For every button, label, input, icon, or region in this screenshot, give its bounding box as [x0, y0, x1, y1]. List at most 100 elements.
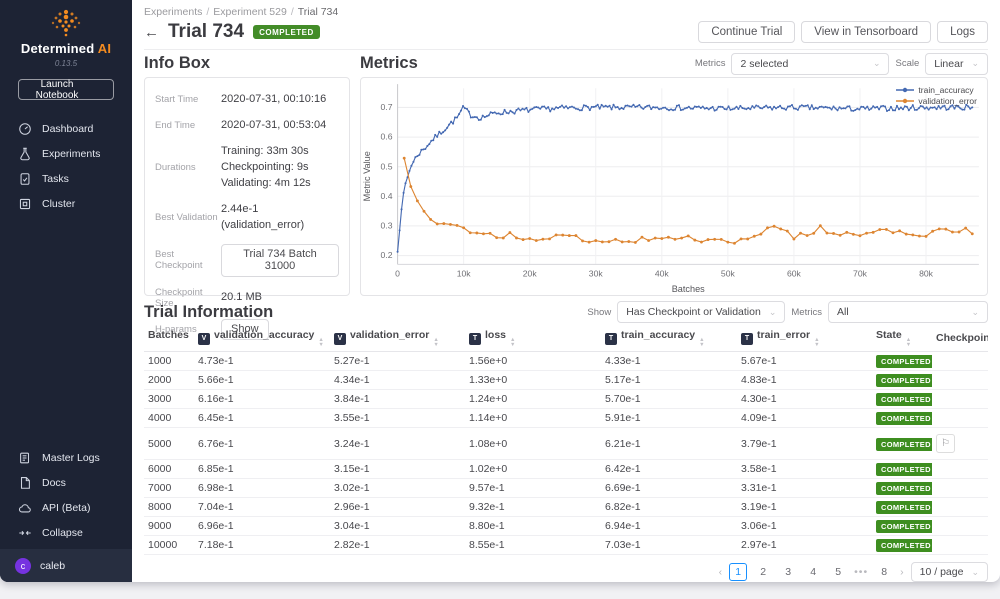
cell-loss: 9.57e-1: [465, 479, 601, 498]
cell-validation_accuracy: 6.45e-1: [194, 409, 330, 428]
table-metrics-select[interactable]: All⌄: [828, 301, 988, 323]
info-label: Durations: [155, 162, 221, 173]
pagination-next[interactable]: ›: [900, 566, 904, 578]
sorter-icon[interactable]: ▲▼: [433, 338, 438, 347]
svg-text:20k: 20k: [523, 269, 538, 279]
determined-logo-icon[interactable]: [0, 8, 132, 38]
sorter-icon[interactable]: ▲▼: [814, 338, 819, 347]
svg-text:0.6: 0.6: [381, 132, 393, 142]
cell-validation_error: 2.96e-1: [330, 498, 465, 517]
pagination-page-2[interactable]: 2: [754, 563, 772, 581]
logs-button[interactable]: Logs: [937, 21, 988, 43]
pagination-page-1[interactable]: 1: [729, 563, 747, 581]
avatar: c: [15, 558, 31, 574]
table-row: 10004.73e-15.27e-11.56e+04.33e-15.67e-1C…: [144, 352, 988, 371]
info-label: Start Time: [155, 94, 221, 105]
sorter-icon[interactable]: ▲▼: [699, 338, 704, 347]
cell-batches: 7000: [144, 479, 194, 498]
sidebar-item-cluster[interactable]: Cluster: [0, 191, 132, 216]
checkpoint-flag-button[interactable]: ⚐: [936, 434, 955, 453]
column-header-train-accuracy[interactable]: Ttrain_accuracy▲▼: [601, 325, 737, 352]
sorter-icon[interactable]: ▲▼: [318, 338, 323, 347]
svg-text:10k: 10k: [457, 269, 472, 279]
cell-train_error: 5.67e-1: [737, 352, 872, 371]
continue-trial-button[interactable]: Continue Trial: [698, 21, 795, 43]
table-row: 20005.66e-14.34e-11.33e+05.17e-14.83e-1C…: [144, 371, 988, 390]
pagination-prev[interactable]: ‹: [719, 566, 723, 578]
cell-batches: 2000: [144, 371, 194, 390]
cell-batches: 4000: [144, 409, 194, 428]
sidebar-item-api-beta[interactable]: API (Beta): [0, 495, 132, 520]
sorter-icon[interactable]: ▲▼: [510, 338, 515, 347]
scale-select[interactable]: Linear⌄: [925, 53, 988, 75]
tasks-icon: [17, 171, 32, 186]
state-badge: COMPLETED: [876, 374, 932, 387]
cell-batches: 10000: [144, 536, 194, 555]
metrics-chart[interactable]: 0.20.30.40.50.60.7010k20k30k40k50k60k70k…: [361, 78, 987, 295]
view-in-tensorboard-button[interactable]: View in Tensorboard: [801, 21, 931, 43]
sidebar-item-tasks[interactable]: Tasks: [0, 166, 132, 191]
pagination-page-4[interactable]: 4: [804, 563, 822, 581]
info-label: Best Checkpoint: [155, 249, 221, 271]
table-row: 50006.76e-13.24e-11.08e+06.21e-13.79e-1C…: [144, 428, 988, 460]
pagination-page-5[interactable]: 5: [829, 563, 847, 581]
info-label: End Time: [155, 120, 221, 131]
cell-validation_accuracy: 6.85e-1: [194, 460, 330, 479]
launch-notebook-button[interactable]: Launch Notebook: [18, 79, 114, 100]
page-header: Experiments/Experiment 529/Trial 734 ← T…: [144, 0, 988, 50]
training-metric-tag: T: [605, 333, 617, 345]
svg-text:0.2: 0.2: [381, 250, 393, 260]
sidebar-item-master-logs[interactable]: Master Logs: [0, 445, 132, 470]
metrics-select[interactable]: 2 selected⌄: [731, 53, 889, 75]
cell-train_error: 3.31e-1: [737, 479, 872, 498]
training-metric-tag: T: [469, 333, 481, 345]
trial-information-table: Batches▲▼Vvalidation_accuracy▲▼Vvalidati…: [144, 325, 988, 555]
username-label: caleb: [40, 560, 65, 572]
cluster-icon: [17, 196, 32, 211]
sorter-icon[interactable]: ▲▼: [193, 338, 194, 347]
state-badge: COMPLETED: [876, 355, 932, 368]
sidebar-item-label: Tasks: [42, 173, 69, 185]
column-header-validation-error[interactable]: Vvalidation_error▲▼: [330, 325, 465, 352]
sidebar-item-experiments[interactable]: Experiments: [0, 141, 132, 166]
sidebar-item-dashboard[interactable]: Dashboard: [0, 116, 132, 141]
state-badge: COMPLETED: [876, 463, 932, 476]
page-size-select[interactable]: 10 / page⌄: [911, 562, 988, 582]
back-arrow-icon[interactable]: ←: [144, 24, 159, 41]
breadcrumb-link[interactable]: Experiments: [144, 6, 202, 18]
breadcrumb-link[interactable]: Experiment 529: [213, 6, 287, 18]
info-box-title: Info Box: [144, 54, 210, 73]
column-header-loss[interactable]: Tloss▲▼: [465, 325, 601, 352]
cell-train_accuracy: 6.94e-1: [601, 517, 737, 536]
legend-marker-icon: [896, 97, 914, 105]
pagination-page-8[interactable]: 8: [875, 563, 893, 581]
legend-item-train_accuracy[interactable]: train_accuracy: [896, 85, 977, 95]
cell-validation_error: 2.82e-1: [330, 536, 465, 555]
show-filter-select[interactable]: Has Checkpoint or Validation⌄: [617, 301, 785, 323]
column-header-batches[interactable]: Batches▲▼: [144, 325, 194, 352]
show-filter-label: Show: [587, 307, 611, 318]
best-checkpoint-button[interactable]: Trial 734 Batch 31000: [221, 244, 339, 277]
svg-text:0.4: 0.4: [381, 191, 393, 201]
user-menu[interactable]: c caleb: [0, 549, 132, 582]
pagination-page-3[interactable]: 3: [779, 563, 797, 581]
scale-select-label: Scale: [895, 58, 919, 69]
main-content: Experiments/Experiment 529/Trial 734 ← T…: [132, 0, 1000, 582]
column-header-validation-accuracy[interactable]: Vvalidation_accuracy▲▼: [194, 325, 330, 352]
svg-text:Metric Value: Metric Value: [362, 151, 372, 201]
cell-train_error: 4.30e-1: [737, 390, 872, 409]
metrics-chart-card: 0.20.30.40.50.60.7010k20k30k40k50k60k70k…: [360, 77, 988, 296]
legend-item-validation_error[interactable]: validation_error: [896, 96, 977, 106]
pagination-ellipsis: •••: [854, 566, 868, 578]
svg-text:0: 0: [395, 269, 400, 279]
sorter-icon[interactable]: ▲▼: [906, 338, 911, 347]
column-header-train-error[interactable]: Ttrain_error▲▼: [737, 325, 872, 352]
cell-loss: 1.14e+0: [465, 409, 601, 428]
column-header-state[interactable]: State▲▼: [872, 325, 932, 352]
sidebar-item-collapse[interactable]: Collapse: [0, 520, 132, 545]
cell-loss: 1.02e+0: [465, 460, 601, 479]
state-badge: COMPLETED: [876, 539, 932, 552]
cell-validation_accuracy: 6.96e-1: [194, 517, 330, 536]
sidebar-item-docs[interactable]: Docs: [0, 470, 132, 495]
breadcrumb-link[interactable]: Trial 734: [298, 6, 338, 18]
